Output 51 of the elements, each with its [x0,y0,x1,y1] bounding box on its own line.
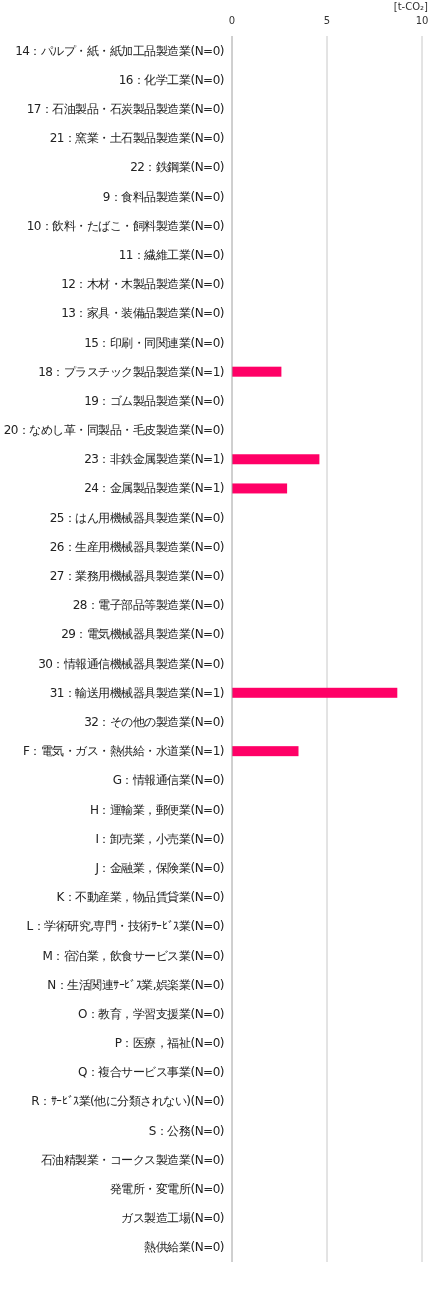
y-tick-label: 11：繊維工業(N=0) [118,247,224,262]
y-tick-label: 10：飲料・たばこ・飼料製造業(N=0) [26,218,224,233]
y-tick-label: 32：その他の製造業(N=0) [84,714,224,729]
y-tick-label: 15：印刷・同関連業(N=0) [84,335,224,350]
y-tick-label: 21：窯業・土石製品製造業(N=0) [49,131,224,146]
y-tick-label: G：情報通信業(N=0) [112,773,224,788]
y-tick-label: 23：非鉄金属製造業(N=1) [84,452,224,467]
y-tick-label: 16：化学工業(N=0) [118,72,224,87]
y-tick-label: 24：金属製品製造業(N=1) [84,481,224,496]
y-tick-label: 22：鉄鋼業(N=0) [130,160,224,175]
y-tick-label: ガス製造工場(N=0) [121,1211,224,1226]
y-tick-label: 12：木材・木製品製造業(N=0) [61,277,224,292]
y-tick-label: 29：電気機械器具製造業(N=0) [61,627,224,642]
x-tick-label: 10 [415,15,429,26]
y-tick-label: Q：複合サービス事業(N=0) [78,1065,224,1080]
y-tick-label: 28：電子部品等製造業(N=0) [72,598,224,613]
bar [232,746,299,757]
y-tick-label: L：学術研究,専門・技術ｻｰﾋﾞｽ業(N=0) [26,919,224,934]
y-tick-label: M：宿泊業，飲食サービス業(N=0) [42,948,224,963]
y-tick-label: 19：ゴム製品製造業(N=0) [84,393,224,408]
y-tick-label: 30：情報通信機械器具製造業(N=0) [38,656,224,671]
y-tick-label: R：ｻｰﾋﾞｽ業(他に分類されない)(N=0) [31,1094,224,1109]
y-tick-label: 発電所・変電所(N=0) [109,1182,224,1197]
y-tick-label: J：金融業，保険業(N=0) [94,860,224,875]
bar [232,454,320,465]
bar [232,687,398,698]
y-tick-label: 27：業務用機械器具製造業(N=0) [49,569,224,584]
y-tick-label: O：教育，学習支援業(N=0) [78,1006,224,1021]
y-tick-label: 26：生産用機械器具製造業(N=0) [49,539,224,554]
y-tick-label: 17：石油製品・石炭製品製造業(N=0) [26,101,224,116]
y-tick-label: 14：パルプ・紙・紙加工品製造業(N=0) [15,43,224,58]
y-tick-label: 9：食料品製造業(N=0) [102,189,224,204]
bar [232,366,282,377]
y-tick-label: I：卸売業，小売業(N=0) [95,831,224,846]
y-tick-label: 18：プラスチック製品製造業(N=1) [38,364,224,379]
y-tick-label: K：不動産業，物品賃貸業(N=0) [56,890,224,905]
y-tick-label: 熱供給業(N=0) [144,1240,224,1255]
y-tick-label: 31：輸送用機械器具製造業(N=1) [49,685,224,700]
y-tick-label: P：医療，福祉(N=0) [114,1036,224,1051]
x-tick-label: 0 [228,15,236,26]
y-tick-label: 石油精製業・コークス製造業(N=0) [40,1152,224,1167]
x-tick-label: 5 [323,15,331,26]
y-tick-label: 20：なめし革・同製品・毛皮製造業(N=0) [3,423,224,438]
y-tick-label: F：電気・ガス・熱供給・水道業(N=1) [23,744,224,759]
bar [232,483,288,494]
y-tick-label: 25：はん用機械器具製造業(N=0) [49,510,224,525]
y-tick-label: S：公務(N=0) [148,1123,224,1138]
y-tick-label: N：生活関連ｻｰﾋﾞｽ業,娯楽業(N=0) [47,977,224,992]
y-tick-label: H：運輸業，郵便業(N=0) [89,802,224,817]
y-tick-label: 13：家具・装備品製造業(N=0) [61,306,224,321]
x-axis-title: [t-CO₂] [393,1,429,12]
